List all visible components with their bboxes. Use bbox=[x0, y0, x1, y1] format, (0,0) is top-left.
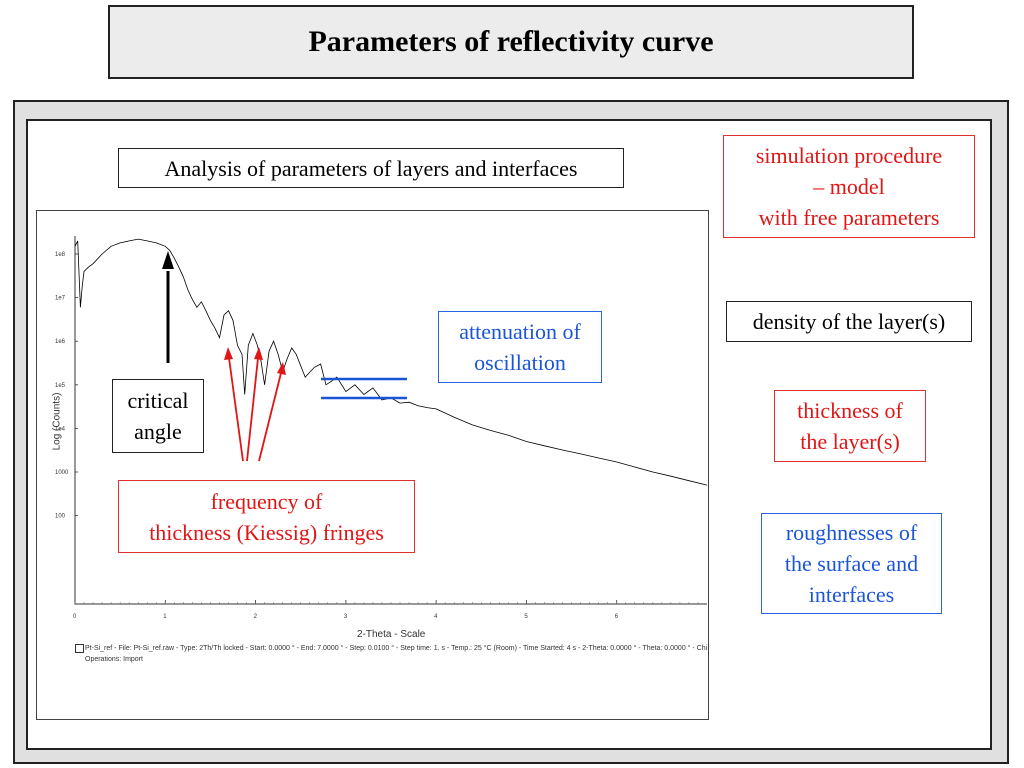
attenuation-line-1: attenuation of bbox=[459, 319, 581, 344]
thickness-line-2: the layer(s) bbox=[800, 429, 900, 454]
slide-title: Parameters of reflectivity curve bbox=[108, 5, 914, 79]
frequency-label: frequency of thickness (Kiessig) fringes bbox=[118, 480, 415, 553]
x-tick-label: 2 bbox=[254, 614, 258, 620]
attenuation-label: attenuation of oscillation bbox=[438, 311, 602, 383]
fringe-arrowhead-2 bbox=[254, 347, 263, 360]
reflectivity-chart: 1e8 1e7 1e6 1e5 1e4 1000 100 0 1 2 3 4 5 6 2-Theta - … bbox=[36, 210, 709, 720]
frequency-line-1: frequency of bbox=[210, 488, 323, 514]
analysis-label: Analysis of parameters of layers and int… bbox=[118, 148, 624, 188]
simulation-label: simulation procedure – model with free p… bbox=[723, 135, 975, 238]
roughness-line-3: interfaces bbox=[808, 582, 895, 607]
y-tick-label: 100 bbox=[55, 514, 66, 520]
critical-angle-arrowhead bbox=[162, 251, 174, 269]
y-tick-label: 1e7 bbox=[55, 296, 66, 302]
fringe-arrows bbox=[224, 347, 286, 462]
legend-swatch-icon bbox=[75, 644, 84, 653]
y-tick-label: 1000 bbox=[55, 470, 69, 476]
fringe-arrowhead-1 bbox=[224, 347, 233, 360]
y-tick-label: 1e5 bbox=[55, 383, 66, 389]
y-axis-label: Log (Counts) bbox=[51, 392, 63, 451]
density-label: density of the layer(s) bbox=[726, 301, 972, 342]
simulation-line-1: simulation procedure bbox=[755, 143, 943, 168]
thickness-label: thickness of the layer(s) bbox=[774, 390, 926, 462]
x-tick-label: 3 bbox=[344, 614, 348, 620]
critical-angle-line-2: angle bbox=[134, 419, 182, 444]
legend-line-1: Pt-Si_ref - File: Pt-Si_ref.raw - Type: … bbox=[85, 645, 708, 652]
legend-line-2: Operations: Import bbox=[85, 656, 143, 663]
fringe-arrow-2 bbox=[246, 357, 259, 462]
reflectivity-curve bbox=[74, 238, 708, 486]
critical-angle-line-1: critical bbox=[127, 388, 189, 413]
simulation-line-3: with free parameters bbox=[758, 205, 940, 230]
x-axis-label: 2-Theta - Scale bbox=[357, 629, 426, 640]
fringe-arrow-3 bbox=[258, 372, 282, 462]
roughness-line-1: roughnesses of bbox=[785, 520, 918, 545]
analysis-label-text: Analysis of parameters of layers and int… bbox=[164, 155, 578, 181]
x-tick-label: 1 bbox=[163, 614, 167, 620]
attenuation-line-2: oscillation bbox=[474, 350, 566, 375]
x-tick-label: 0 bbox=[73, 614, 77, 620]
roughness-line-2: the surface and bbox=[784, 551, 919, 576]
x-tick-label: 6 bbox=[615, 614, 619, 620]
x-tick-label: 5 bbox=[524, 614, 528, 620]
x-tick-label: 4 bbox=[434, 614, 438, 620]
fringe-arrowhead-3 bbox=[277, 362, 286, 375]
roughness-label: roughnesses of the surface and interface… bbox=[761, 513, 942, 614]
fringe-arrow-1 bbox=[228, 357, 244, 462]
y-tick-label: 1e8 bbox=[55, 252, 66, 258]
frequency-line-2: thickness (Kiessig) fringes bbox=[149, 519, 384, 545]
critical-angle-label: critical angle bbox=[112, 379, 204, 453]
density-text: density of the layer(s) bbox=[752, 309, 946, 334]
simulation-line-2: – model bbox=[813, 174, 885, 199]
y-tick-label: 1e4 bbox=[55, 426, 66, 432]
thickness-line-1: thickness of bbox=[797, 398, 903, 423]
y-tick-label: 1e6 bbox=[55, 339, 66, 345]
